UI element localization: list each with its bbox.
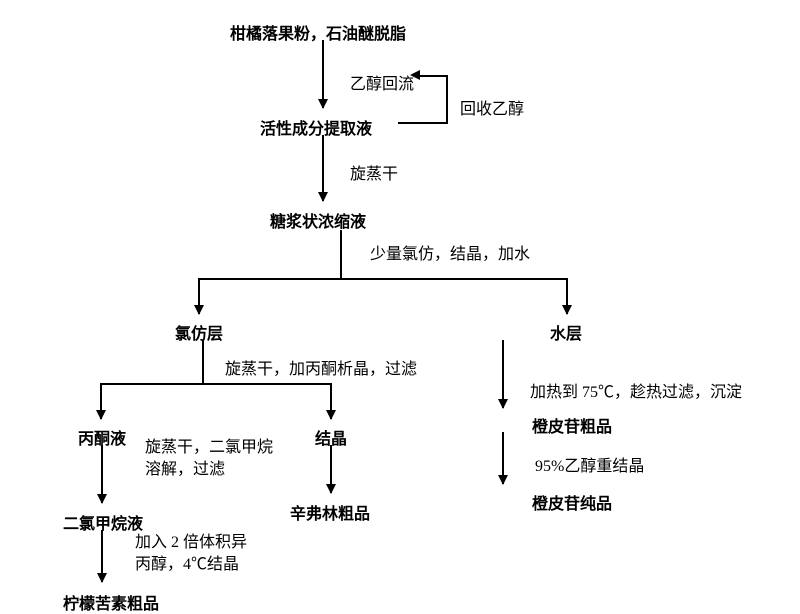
- arrowhead: [410, 70, 420, 80]
- node-n8: 二氯甲烷液: [63, 510, 143, 534]
- annot-a7a: 旋蒸干，二氯甲烷: [145, 433, 273, 457]
- node-n9: 辛弗林粗品: [290, 500, 370, 524]
- annot-a9b: 丙醇，4℃结晶: [135, 550, 239, 574]
- edge: [100, 383, 102, 419]
- annot-a5: 旋蒸干，加丙酮析晶，过滤: [225, 355, 417, 379]
- node-n1: 柑橘落果粉，石油醚脱脂: [230, 20, 406, 44]
- edge: [330, 445, 332, 493]
- edge: [418, 75, 448, 77]
- node-n3: 糖浆状浓缩液: [270, 208, 366, 232]
- node-n12: 柠檬苦素粗品: [63, 590, 159, 614]
- edge: [340, 230, 342, 280]
- edge: [502, 340, 504, 408]
- annot-a3: 旋蒸干: [350, 160, 398, 184]
- annot-a1: 乙醇回流: [350, 70, 414, 94]
- annot-a8: 95%乙醇重结晶: [535, 452, 644, 476]
- edge: [502, 432, 504, 484]
- edge: [322, 135, 324, 201]
- edge: [322, 40, 324, 108]
- edge: [446, 75, 448, 124]
- edge: [566, 278, 568, 314]
- annot-a4: 少量氯仿，结晶，加水: [370, 240, 530, 264]
- node-n11: 橙皮苷纯品: [532, 490, 612, 514]
- edge: [398, 122, 448, 124]
- edge: [198, 278, 200, 314]
- annot-a6: 加热到 75℃，趁热过滤，沉淀: [530, 378, 742, 402]
- annot-a7b: 溶解，过滤: [145, 455, 225, 479]
- edge: [100, 383, 332, 385]
- node-n4: 氯仿层: [175, 320, 223, 344]
- node-n2: 活性成分提取液: [260, 115, 372, 139]
- edge: [330, 383, 332, 419]
- edge: [198, 278, 568, 280]
- node-n5: 水层: [550, 320, 582, 344]
- edge: [202, 340, 204, 385]
- annot-a9a: 加入 2 倍体积异: [135, 528, 247, 552]
- node-n10: 橙皮苷粗品: [532, 413, 612, 437]
- edge: [101, 530, 103, 582]
- edge: [101, 445, 103, 503]
- annot-a2: 回收乙醇: [460, 95, 524, 119]
